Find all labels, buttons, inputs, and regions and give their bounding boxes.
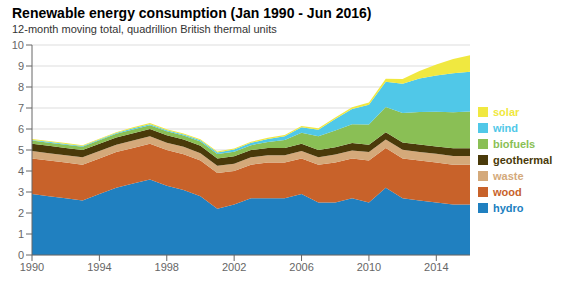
html-text:wind: wind (493, 122, 519, 134)
svg-text:10: 10 (12, 39, 24, 51)
svg-text:2: 2 (18, 207, 24, 219)
svg-text:7: 7 (18, 102, 24, 114)
svg-text:2006: 2006 (289, 261, 313, 273)
svg-text:1990: 1990 (20, 261, 44, 273)
svg-text:9: 9 (18, 60, 24, 72)
svg-text:1: 1 (18, 228, 24, 240)
svg-text:2014: 2014 (424, 261, 448, 273)
html-text:waste: waste (493, 170, 524, 182)
html-text:geothermal: geothermal (493, 154, 553, 166)
html-text:wood: wood (493, 186, 522, 198)
html-text:solar: solar (493, 106, 520, 118)
svg-text:1998: 1998 (155, 261, 179, 273)
html-text:hydro: hydro (493, 202, 524, 214)
svg-text:0: 0 (18, 249, 24, 261)
svg-text:4: 4 (18, 165, 24, 177)
html-text:12-month moving total, quadril: 12-month moving total, quadrillion Briti… (12, 23, 277, 35)
svg-text:8: 8 (18, 81, 24, 93)
svg-text:3: 3 (18, 186, 24, 198)
svg-text:1994: 1994 (87, 261, 111, 273)
svg-text:5: 5 (18, 144, 24, 156)
svg-text:6: 6 (18, 123, 24, 135)
html-text:Renewable energy consumption (: Renewable energy consumption (Jan 1990 -… (12, 5, 372, 21)
html-text:biofuels: biofuels (493, 138, 536, 150)
svg-text:2002: 2002 (222, 261, 246, 273)
svg-text:2010: 2010 (357, 261, 381, 273)
